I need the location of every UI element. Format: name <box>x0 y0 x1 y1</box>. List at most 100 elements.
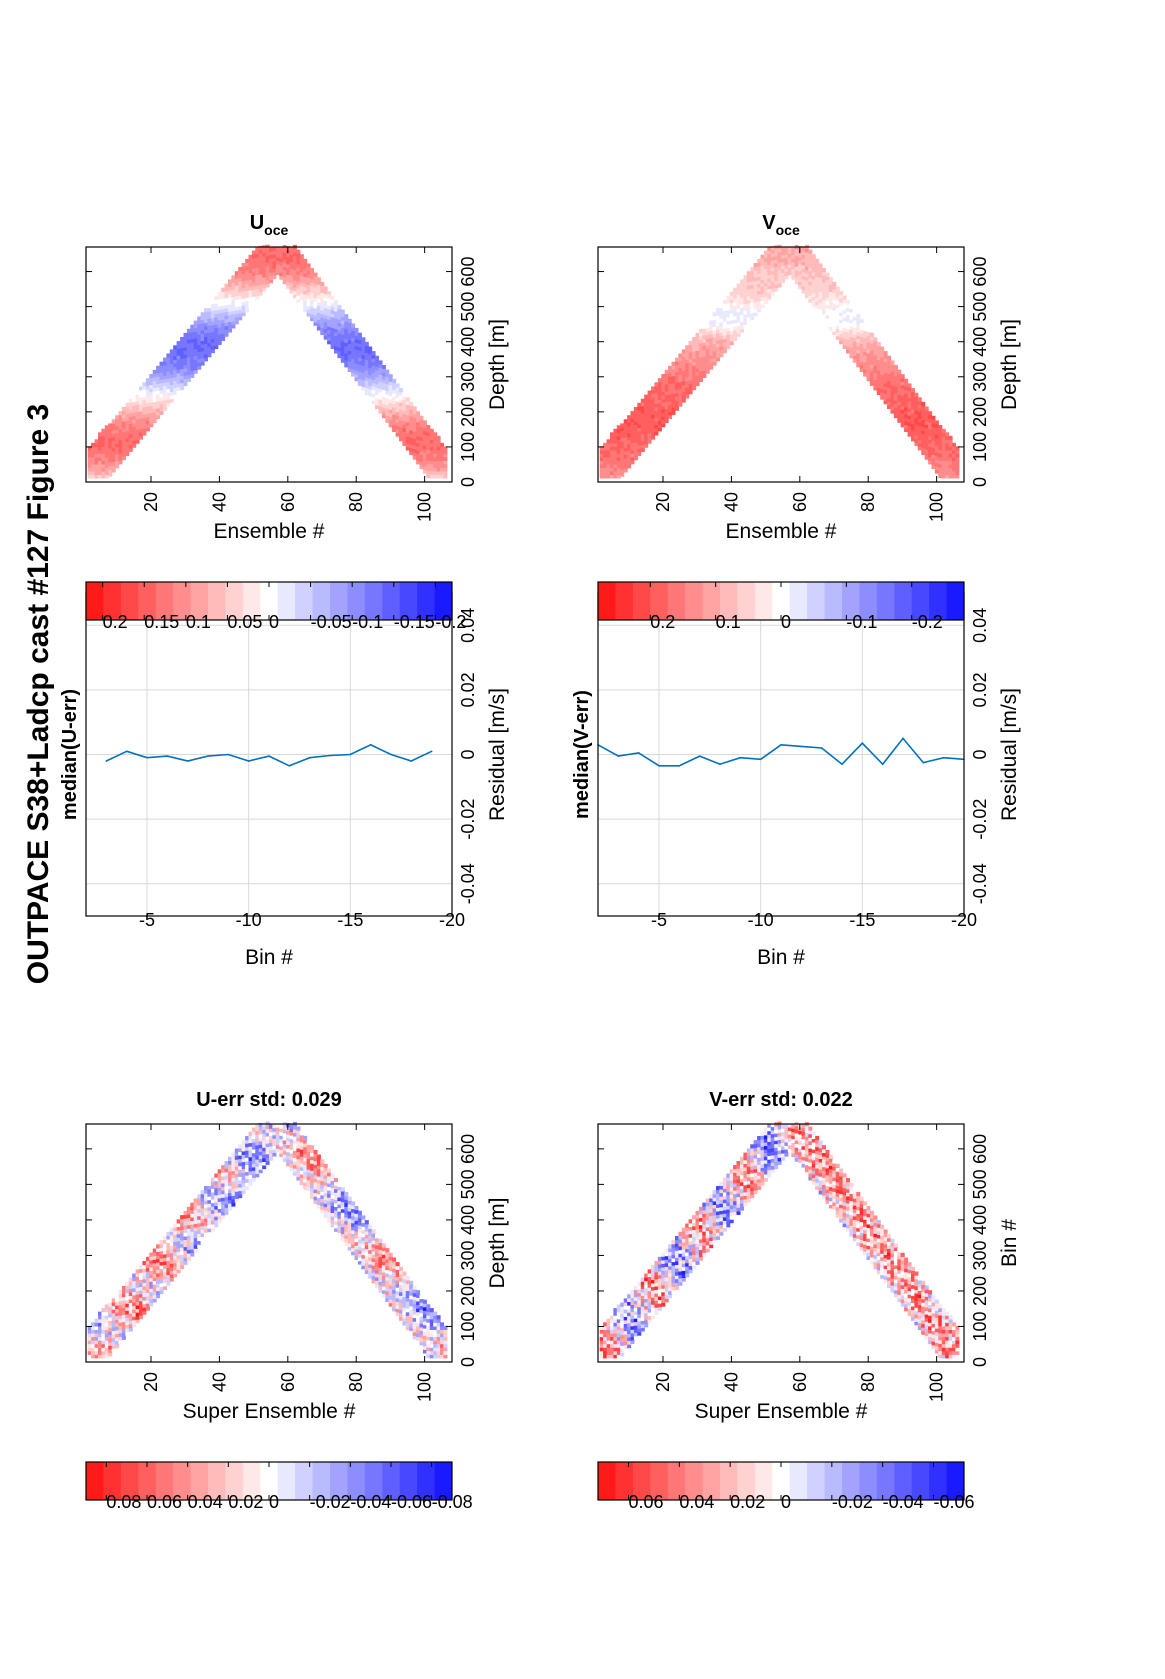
colorbar-swatch <box>277 582 296 620</box>
heat-cell <box>228 310 232 316</box>
heat-cell <box>272 1131 277 1136</box>
heat-cell <box>381 396 386 401</box>
heat-cell <box>163 1278 167 1283</box>
heat-cell <box>111 422 116 427</box>
heat-cell <box>337 315 342 320</box>
heat-cell <box>224 290 229 295</box>
heat-cell <box>193 355 198 360</box>
heat-cell <box>132 1298 137 1303</box>
heat-cell <box>292 1150 297 1155</box>
heat-cell <box>310 1195 314 1200</box>
heat-cell <box>118 1332 123 1337</box>
heat-cell <box>173 1237 178 1242</box>
heat-cell <box>125 451 130 456</box>
depth-tick-label: 300 <box>458 1240 478 1270</box>
heat-cell <box>381 389 386 394</box>
heat-cell <box>258 291 263 296</box>
heat-cell <box>275 1148 280 1153</box>
heat-cell <box>876 1220 881 1225</box>
heat-cell <box>299 285 304 290</box>
heat-cell <box>115 1322 120 1327</box>
heat-cell <box>921 1280 926 1285</box>
heat-cell <box>101 432 106 437</box>
heat-cell <box>200 1207 205 1213</box>
heat-cell <box>610 1350 614 1355</box>
heat-cell <box>238 1179 243 1184</box>
heat-cell <box>310 274 314 280</box>
heat-cell <box>381 378 386 384</box>
heat-cell <box>186 374 191 379</box>
heat-cell <box>132 433 137 438</box>
heat-cell <box>156 1276 161 1281</box>
heat-cell <box>436 1325 441 1330</box>
heat-cell <box>125 402 130 407</box>
heat-cell <box>385 376 390 381</box>
heat-cell <box>231 310 236 315</box>
heat-cell <box>176 344 181 349</box>
heat-cell <box>190 1227 195 1232</box>
heat-cell <box>388 1270 393 1275</box>
heat-cell <box>340 1194 345 1199</box>
heat-cell <box>251 292 256 297</box>
heat-cell <box>443 1354 448 1359</box>
heat-cell <box>214 1198 219 1203</box>
heat-cell <box>770 1130 775 1135</box>
heat-cell <box>231 289 236 294</box>
heat-cell <box>282 280 287 285</box>
heat-cell <box>241 1165 246 1170</box>
heat-cell <box>316 308 321 313</box>
heat-cell <box>207 1231 212 1236</box>
heat-cell <box>200 357 205 362</box>
heat-cell <box>231 1181 236 1186</box>
heat-cell <box>118 1339 123 1344</box>
heat-cell <box>101 474 106 479</box>
heat-cell <box>111 464 116 469</box>
heat-cell <box>433 1336 438 1341</box>
heat-cell <box>303 1185 308 1190</box>
heat-cell <box>210 335 215 340</box>
heat-cell <box>436 435 441 440</box>
heat-cell <box>279 1149 284 1154</box>
heat-cell <box>347 318 352 323</box>
heat-cell <box>255 1130 260 1135</box>
colorbar-tick-label: -0.02 <box>832 1492 873 1512</box>
heat-cell <box>228 293 232 298</box>
heat-cell <box>286 277 291 282</box>
heat-cell <box>719 1185 724 1190</box>
heat-cell <box>104 1343 109 1348</box>
heat-cell <box>128 426 133 431</box>
heat-cell <box>405 407 410 412</box>
heat-cell <box>351 1233 356 1238</box>
heat-cell <box>354 1230 359 1236</box>
heat-cell <box>313 276 318 281</box>
heat-cell <box>159 386 164 391</box>
heat-cell <box>248 1135 253 1140</box>
ensemble-tick-label: 20 <box>141 492 161 512</box>
heat-cell <box>385 415 390 420</box>
heat-cell <box>310 1180 314 1185</box>
heat-cell <box>316 291 321 296</box>
heat-cell <box>217 1197 222 1202</box>
colorbar-swatch <box>208 1462 226 1500</box>
heat-cell <box>419 426 424 431</box>
heat-cell <box>269 265 273 270</box>
heat-cell <box>265 262 270 267</box>
heat-cell <box>234 281 239 286</box>
heat-cell <box>364 373 369 378</box>
heat-cell <box>200 319 205 324</box>
heat-cell <box>166 1249 171 1254</box>
ensemble-tick-label: 40 <box>209 492 229 512</box>
heat-cell <box>275 253 280 258</box>
heat-cell <box>316 312 321 317</box>
heat-cell <box>327 305 332 310</box>
heat-cell <box>873 1215 878 1220</box>
heat-cell <box>258 280 263 286</box>
heat-cell <box>159 1275 164 1280</box>
heat-cell <box>323 1210 328 1215</box>
heat-cell <box>654 1261 659 1266</box>
heat-cell <box>152 387 157 392</box>
colorbar-tick-label: -0.06 <box>391 1492 432 1512</box>
heat-cell <box>299 261 304 266</box>
heat-cell <box>115 450 120 455</box>
heat-cell <box>422 1324 427 1329</box>
